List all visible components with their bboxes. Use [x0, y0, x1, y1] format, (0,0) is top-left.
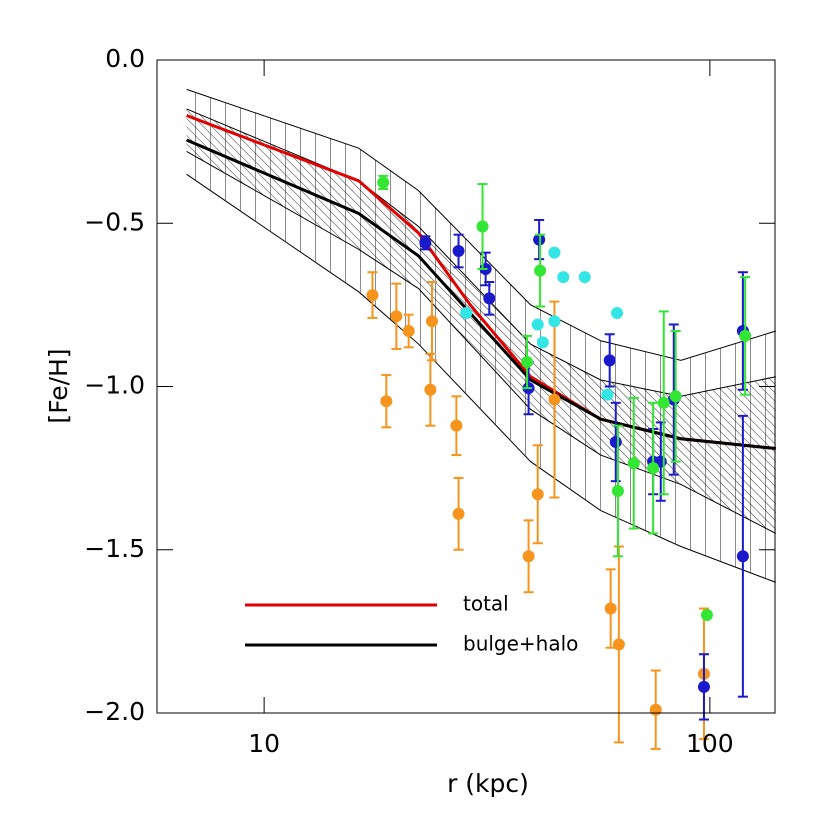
point: [578, 271, 591, 284]
point: [611, 307, 624, 320]
point: [700, 609, 713, 622]
x-tick-label: 100: [686, 729, 734, 758]
point: [460, 307, 473, 320]
y-axis-label: [Fe/H]: [44, 348, 73, 423]
point: [531, 488, 544, 501]
point: [669, 390, 682, 403]
point: [425, 315, 438, 328]
legend-label: bulge+halo: [463, 632, 578, 656]
y-tick-label: 0.0: [105, 44, 145, 73]
y-tick-label: −2.0: [84, 697, 145, 726]
point: [611, 484, 624, 497]
y-tick-label: −0.5: [84, 207, 145, 236]
point: [419, 236, 432, 249]
point: [548, 246, 561, 259]
point: [450, 419, 463, 432]
point: [522, 550, 535, 563]
point: [534, 264, 547, 277]
point: [612, 638, 625, 651]
point: [649, 703, 662, 716]
point: [627, 457, 640, 470]
point: [483, 292, 496, 305]
point: [380, 395, 393, 408]
x-tick-label: 10: [248, 729, 280, 758]
point: [452, 245, 465, 258]
point: [476, 220, 489, 233]
point: [521, 356, 534, 369]
line: [186, 138, 776, 451]
y-tick-label: −1.0: [84, 371, 145, 400]
point: [647, 462, 660, 475]
point: [402, 324, 415, 337]
point: [697, 680, 710, 693]
point: [609, 436, 622, 449]
point: [377, 176, 390, 189]
legend-label: total: [463, 592, 509, 616]
point: [603, 354, 616, 367]
point: [657, 396, 670, 409]
point: [531, 318, 544, 331]
x-axis-label: r (kpc): [447, 769, 529, 798]
point: [548, 315, 561, 328]
band-edge: [186, 88, 776, 361]
point: [366, 289, 379, 302]
band-edge: [186, 173, 777, 583]
band-edge: [186, 150, 777, 534]
point: [736, 550, 749, 563]
point: [739, 329, 752, 342]
point: [601, 388, 614, 401]
y-tick-label: −1.5: [84, 534, 145, 563]
band: [186, 108, 776, 534]
point: [424, 383, 437, 396]
point: [452, 507, 465, 520]
point: [604, 602, 617, 615]
point: [390, 310, 403, 323]
point: [548, 393, 561, 406]
point: [557, 271, 570, 284]
point: [536, 336, 549, 349]
